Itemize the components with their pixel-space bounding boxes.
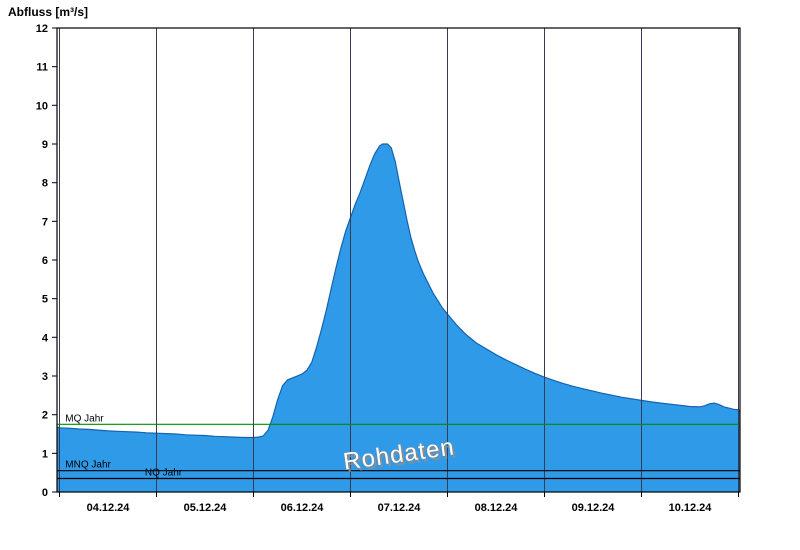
y-tick-label: 2	[42, 410, 48, 422]
chart-title: Abfluss [m³/s]	[8, 5, 89, 19]
y-tick-label: 1	[42, 448, 48, 460]
refline-label-mnq-jahr: MNQ Jahr	[65, 460, 111, 471]
y-tick-label: 5	[42, 294, 48, 306]
y-tick-label: 9	[42, 139, 48, 151]
refline-label-mq-jahr: MQ Jahr	[65, 413, 104, 424]
x-tick-label: 07.12.24	[378, 502, 422, 514]
discharge-line	[56, 143, 741, 439]
y-tick-label: 10	[36, 100, 48, 112]
x-tick-label: 09.12.24	[572, 502, 616, 514]
x-tick-label: 06.12.24	[281, 502, 325, 514]
y-tick-label: 4	[42, 332, 49, 344]
y-tick-label: 7	[42, 216, 48, 228]
x-tick-label: 10.12.24	[669, 502, 713, 514]
y-tick-label: 3	[42, 371, 48, 383]
x-tick-label: 04.12.24	[87, 502, 131, 514]
x-tick-label: 08.12.24	[475, 502, 519, 514]
y-tick-label: 6	[42, 255, 48, 267]
refline-label-nq-jahr: NQ Jahr	[145, 468, 183, 479]
y-tick-label: 11	[36, 62, 48, 74]
y-tick-label: 8	[42, 178, 48, 190]
discharge-area	[57, 144, 740, 492]
x-tick-label: 05.12.24	[184, 502, 228, 514]
y-tick-label: 12	[36, 23, 48, 35]
y-tick-label: 0	[42, 487, 48, 499]
